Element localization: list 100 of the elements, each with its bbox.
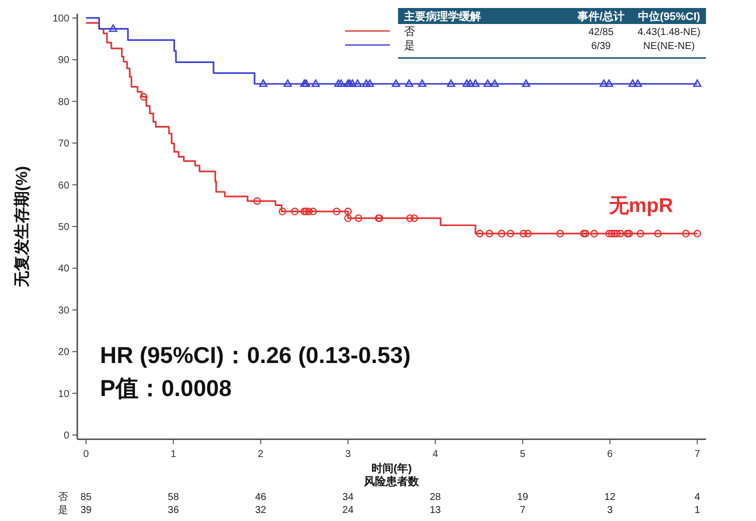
y-tick-label: 80 — [58, 96, 70, 108]
point — [278, 208, 286, 216]
point — [304, 208, 312, 216]
text: 4 — [694, 492, 700, 504]
y-tick-label: 100 — [52, 13, 70, 24]
text: 13 — [430, 505, 442, 516]
point — [353, 79, 362, 87]
point — [462, 79, 471, 87]
point — [693, 230, 702, 238]
annotation: HR (95%CI)：0.26 (0.13-0.53) — [100, 342, 411, 368]
y-tick-label: 10 — [58, 388, 70, 400]
point — [259, 79, 268, 87]
point — [418, 79, 426, 87]
legend-label: 否 — [404, 26, 415, 38]
point — [484, 79, 492, 87]
point — [616, 230, 624, 238]
x-tick-label: 2 — [258, 449, 264, 460]
legend-title: 主要病理学缓解 — [403, 10, 481, 23]
y-tick-label: 60 — [58, 180, 70, 192]
point — [634, 79, 642, 87]
point — [140, 92, 148, 101]
point — [309, 208, 317, 216]
x-tick-label: 0 — [83, 449, 90, 460]
annotation: NE(NE-NE) — [643, 41, 695, 52]
point — [348, 79, 357, 87]
point — [486, 230, 494, 238]
point — [346, 79, 354, 87]
x-tick-label: 5 — [520, 449, 526, 460]
point — [312, 79, 320, 87]
y-tick-label: 70 — [58, 138, 70, 150]
point — [490, 79, 499, 87]
point — [300, 79, 308, 87]
point — [332, 208, 340, 216]
point — [628, 79, 637, 87]
annotation: 4.43(1.48-NE) — [638, 27, 700, 38]
point — [580, 230, 588, 238]
point — [446, 79, 456, 87]
point — [608, 230, 616, 238]
y-tick-label: 20 — [58, 347, 70, 358]
annotation: 6/39 — [591, 41, 612, 52]
annotation: 42/85 — [588, 27, 614, 38]
point — [344, 208, 352, 216]
x-tick-label: 4 — [432, 449, 439, 460]
x-axis-title: 时间(年) — [371, 462, 412, 476]
y-tick-label: 0 — [64, 430, 70, 442]
point — [344, 79, 352, 87]
point — [344, 214, 352, 222]
point — [108, 24, 118, 32]
point — [636, 230, 644, 238]
text: 12 — [604, 492, 616, 504]
point — [604, 79, 614, 87]
x-tick-label: 1 — [170, 449, 177, 460]
point — [605, 230, 613, 238]
text: 否 — [58, 492, 68, 504]
text: 46 — [255, 492, 267, 504]
text: 3 — [607, 505, 614, 516]
y-tick-label: 40 — [58, 264, 70, 275]
point — [284, 79, 292, 87]
point — [582, 230, 590, 238]
text: 是 — [58, 505, 68, 516]
y-axis-title: 无复发生存期(%) — [13, 166, 31, 288]
point — [410, 214, 418, 222]
text: 24 — [342, 505, 354, 516]
annotation: 事件/总计 — [576, 10, 625, 23]
x-tick-label: 7 — [694, 449, 700, 460]
annotation: 无mpR — [608, 195, 674, 217]
text: 1 — [694, 505, 700, 516]
text: 风险患者数 — [363, 475, 420, 488]
point — [466, 79, 474, 87]
point — [404, 79, 414, 87]
y-tick-label: 50 — [58, 222, 70, 233]
text: 36 — [168, 505, 180, 516]
point — [556, 230, 564, 238]
point — [522, 79, 530, 87]
point — [336, 79, 346, 87]
text: 34 — [342, 492, 354, 504]
point — [506, 230, 514, 238]
point — [610, 230, 618, 238]
text: 85 — [80, 492, 92, 504]
point — [590, 230, 598, 238]
point — [524, 230, 532, 238]
text: 19 — [517, 492, 529, 504]
point — [498, 230, 506, 238]
point — [253, 197, 261, 205]
point — [334, 79, 343, 87]
point — [290, 208, 299, 216]
x-tick-label: 6 — [607, 449, 614, 460]
point — [362, 79, 370, 87]
point — [354, 214, 362, 222]
text: 32 — [255, 505, 267, 516]
text: 7 — [520, 505, 526, 516]
point — [392, 79, 400, 87]
y-tick-label: 90 — [58, 55, 70, 66]
text: 39 — [80, 505, 92, 516]
text: 58 — [168, 492, 180, 504]
annotation: P值：0.0008 — [100, 375, 232, 401]
x-tick-label: 3 — [345, 449, 352, 460]
point — [613, 230, 621, 238]
point — [302, 79, 310, 87]
text: 28 — [430, 492, 442, 504]
